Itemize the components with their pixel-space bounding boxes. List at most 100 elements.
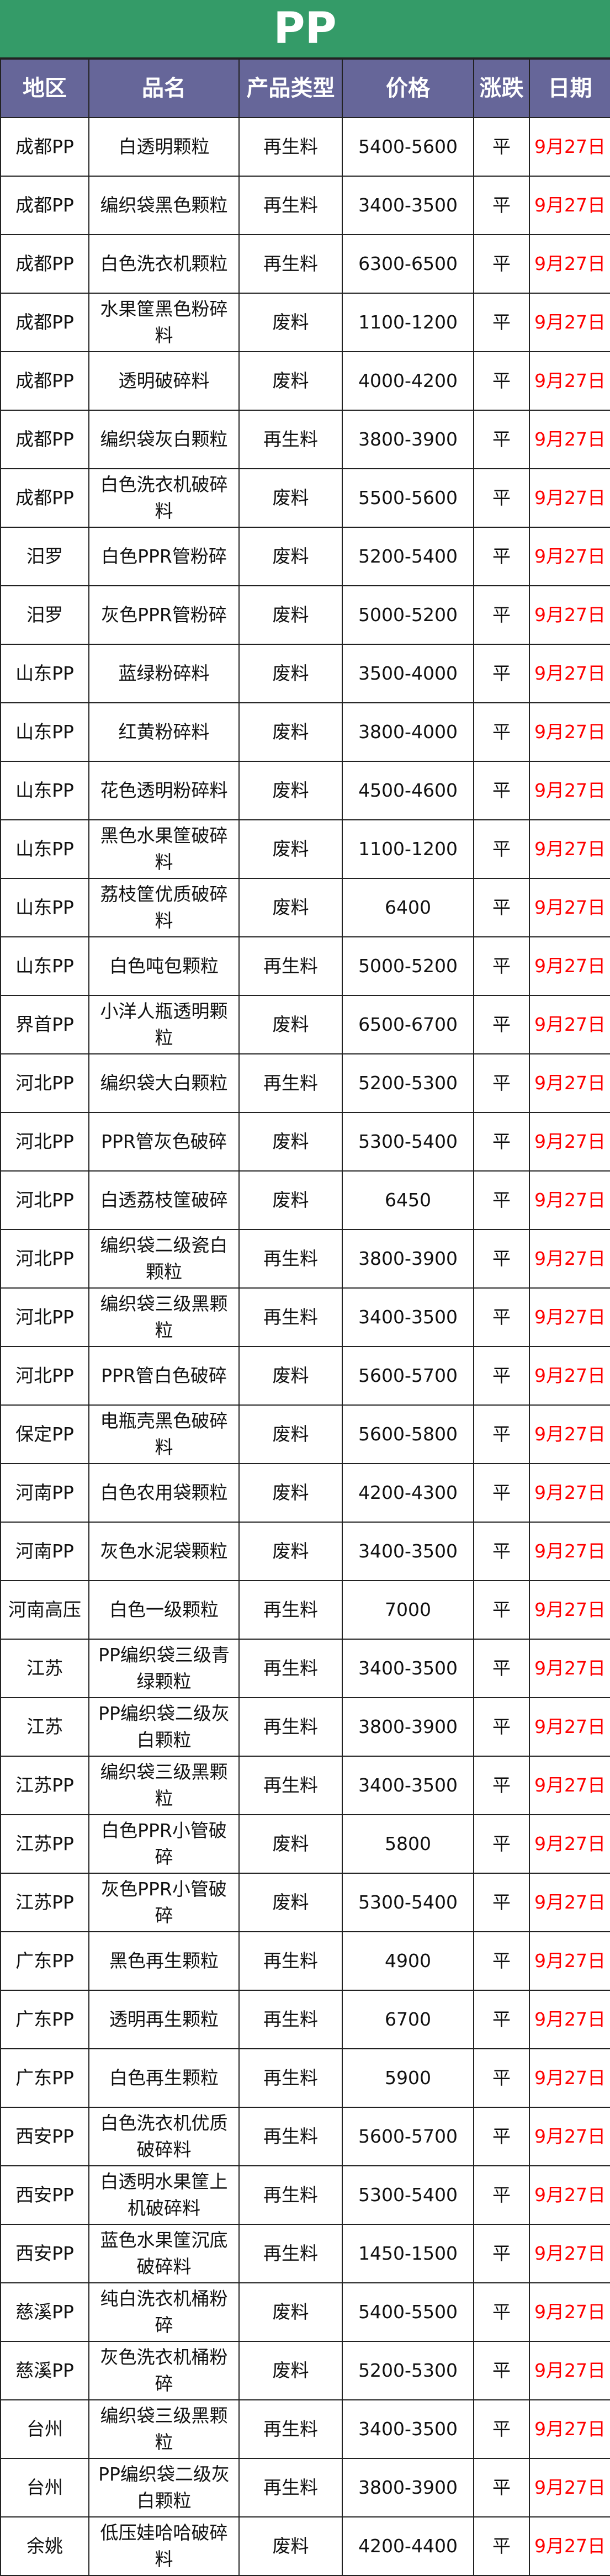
table-row: 江苏 PP编织袋三级青绿颗粒 再生料 3400-3500 平 9月27日 [0, 1639, 610, 1698]
cell-product-type: 再生料 [238, 117, 343, 177]
cell-price: 5300-5400 [342, 2165, 474, 2225]
cell-product-type: 再生料 [238, 1990, 343, 2049]
cell-region: 成都PP [0, 176, 89, 235]
cell-product-type: 再生料 [238, 936, 343, 996]
cell-product-type: 废料 [238, 1522, 343, 1581]
cell-product-name: 白色洗衣机破碎料 [88, 468, 240, 528]
cell-product-type: 废料 [238, 585, 343, 645]
table-row: 河南高压 白色一级颗粒 再生料 7000 平 9月27日 [0, 1580, 610, 1640]
cell-change: 平 [473, 936, 530, 996]
cell-price: 7000 [342, 1580, 474, 1640]
cell-date: 9月27日 [529, 2458, 610, 2517]
cell-date: 9月27日 [529, 1522, 610, 1581]
cell-region: 成都PP [0, 234, 89, 294]
cell-price: 3800-3900 [342, 2458, 474, 2517]
cell-product-type: 废料 [238, 1873, 343, 1932]
table-row: 江苏PP 白色PPR小管破碎 废料 5800 平 9月27日 [0, 1814, 610, 1874]
cell-product-type: 废料 [238, 2341, 343, 2400]
cell-region: 河南高压 [0, 1580, 89, 1640]
cell-price: 3400-3500 [342, 1756, 474, 1815]
cell-date: 9月27日 [529, 351, 610, 411]
cell-price: 6300-6500 [342, 234, 474, 294]
cell-product-name: 白透明颗粒 [88, 117, 240, 177]
cell-region: 山东PP [0, 819, 89, 879]
cell-product-type: 废料 [238, 761, 343, 820]
cell-product-type: 废料 [238, 1112, 343, 1172]
cell-change: 平 [473, 1697, 530, 1757]
cell-date: 9月27日 [529, 527, 610, 586]
cell-region: 台州 [0, 2458, 89, 2517]
cell-product-name: 荔枝筐优质破碎料 [88, 878, 240, 937]
table-row: 台州 PP编织袋二级灰白颗粒 再生料 3800-3900 平 9月27日 [0, 2458, 610, 2517]
table-row: 西安PP 蓝色水果筐沉底破碎料 再生料 1450-1500 平 9月27日 [0, 2224, 610, 2283]
table-row: 山东PP 红黄粉碎料 废料 3800-4000 平 9月27日 [0, 702, 610, 762]
cell-price: 4200-4400 [342, 2516, 474, 2576]
cell-change: 平 [473, 1873, 530, 1932]
cell-product-type: 再生料 [238, 2224, 343, 2283]
cell-region: 河北PP [0, 1053, 89, 1113]
cell-date: 9月27日 [529, 117, 610, 177]
cell-price: 5200-5300 [342, 1053, 474, 1113]
price-table: 地区 品名 产品类型 价格 涨跌 日期 成都PP 白透明颗粒 再生料 5400-5600 平 9月2… [0, 59, 610, 2576]
cell-product-type: 废料 [238, 293, 343, 352]
cell-change: 平 [473, 293, 530, 352]
cell-product-type: 再生料 [238, 1287, 343, 1347]
cell-product-type: 废料 [238, 644, 343, 703]
cell-date: 9月27日 [529, 1463, 610, 1523]
table-row: 河北PP PPR管灰色破碎 废料 5300-5400 平 9月27日 [0, 1112, 610, 1172]
cell-change: 平 [473, 410, 530, 469]
table-row: 成都PP 编织袋灰白颗粒 再生料 3800-3900 平 9月27日 [0, 410, 610, 469]
column-header-product-name: 品名 [88, 59, 240, 118]
cell-region: 台州 [0, 2399, 89, 2459]
cell-product-name: 编织袋三级黑颗粒 [88, 1287, 240, 1347]
cell-change: 平 [473, 1170, 530, 1230]
cell-date: 9月27日 [529, 2048, 610, 2108]
cell-product-type: 废料 [238, 2516, 343, 2576]
cell-change: 平 [473, 1287, 530, 1347]
cell-region: 成都PP [0, 351, 89, 411]
cell-price: 3400-3500 [342, 2399, 474, 2459]
cell-region: 山东PP [0, 702, 89, 762]
cell-product-name: 透明再生颗粒 [88, 1990, 240, 2049]
cell-region: 河北PP [0, 1287, 89, 1347]
cell-product-name: 灰色洗衣机桶粉碎 [88, 2341, 240, 2400]
cell-date: 9月27日 [529, 1697, 610, 1757]
table-row: 河北PP PPR管白色破碎 废料 5600-5700 平 9月27日 [0, 1346, 610, 1406]
table-row: 成都PP 白透明颗粒 再生料 5400-5600 平 9月27日 [0, 117, 610, 177]
cell-product-name: PP编织袋二级灰白颗粒 [88, 1697, 240, 1757]
cell-change: 平 [473, 819, 530, 879]
cell-product-name: 电瓶壳黑色破碎料 [88, 1404, 240, 1464]
cell-product-type: 废料 [238, 527, 343, 586]
cell-change: 平 [473, 1346, 530, 1406]
cell-product-type: 废料 [238, 878, 343, 937]
cell-date: 9月27日 [529, 1053, 610, 1113]
cell-change: 平 [473, 234, 530, 294]
table-row: 成都PP 水果筐黑色粉碎料 废料 1100-1200 平 9月27日 [0, 293, 610, 352]
table-row: 江苏PP 灰色PPR小管破碎 废料 5300-5400 平 9月27日 [0, 1873, 610, 1932]
cell-product-type: 废料 [238, 1463, 343, 1523]
cell-price: 4500-4600 [342, 761, 474, 820]
cell-product-type: 废料 [238, 1404, 343, 1464]
column-header-price: 价格 [342, 59, 474, 118]
column-header-date: 日期 [529, 59, 610, 118]
cell-date: 9月27日 [529, 1346, 610, 1406]
table-row: 河南PP 灰色水泥袋颗粒 废料 3400-3500 平 9月27日 [0, 1522, 610, 1581]
cell-region: 江苏PP [0, 1756, 89, 1815]
table-row: 河北PP 白透荔枝筐破碎 废料 6450 平 9月27日 [0, 1170, 610, 1230]
cell-product-type: 再生料 [238, 410, 343, 469]
cell-price: 3800-3900 [342, 1229, 474, 1289]
cell-price: 5800 [342, 1814, 474, 1874]
cell-product-name: 透明破碎料 [88, 351, 240, 411]
cell-date: 9月27日 [529, 410, 610, 469]
cell-product-name: PP编织袋二级灰白颗粒 [88, 2458, 240, 2517]
table-row: 界首PP 小洋人瓶透明颗粒 废料 6500-6700 平 9月27日 [0, 995, 610, 1054]
cell-date: 9月27日 [529, 2516, 610, 2576]
cell-price: 3800-3900 [342, 410, 474, 469]
cell-product-name: 白色农用袋颗粒 [88, 1463, 240, 1523]
cell-change: 平 [473, 702, 530, 762]
cell-change: 平 [473, 2165, 530, 2225]
table-row: 江苏PP 编织袋三级黑颗粒 再生料 3400-3500 平 9月27日 [0, 1756, 610, 1815]
cell-change: 平 [473, 1463, 530, 1523]
cell-product-name: 白色PPR小管破碎 [88, 1814, 240, 1874]
cell-date: 9月27日 [529, 585, 610, 645]
